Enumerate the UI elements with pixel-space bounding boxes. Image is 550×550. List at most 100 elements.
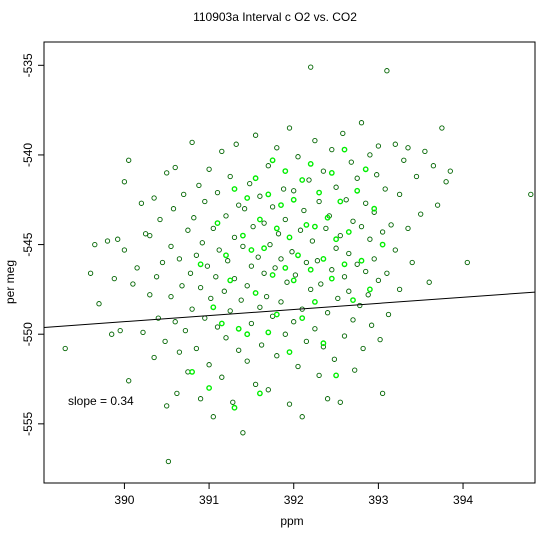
data-point xyxy=(126,378,132,384)
data-point xyxy=(265,387,271,393)
data-point xyxy=(231,234,238,241)
data-point xyxy=(87,270,94,276)
data-point xyxy=(104,238,111,244)
data-point xyxy=(274,145,280,151)
data-point xyxy=(179,283,185,289)
data-point xyxy=(182,327,189,334)
y-tick-label: -535 xyxy=(21,53,35,77)
data-point xyxy=(197,284,204,291)
data-point xyxy=(365,292,371,298)
data-point xyxy=(261,220,267,226)
data-point xyxy=(282,168,289,175)
data-point xyxy=(252,175,259,182)
data-point xyxy=(362,166,369,173)
data-point xyxy=(346,288,352,294)
data-point xyxy=(189,368,196,375)
data-point xyxy=(324,310,331,316)
data-point xyxy=(307,160,314,167)
data-point xyxy=(138,200,145,206)
data-point xyxy=(244,331,251,338)
data-point xyxy=(528,191,534,198)
data-point xyxy=(257,193,263,199)
data-point xyxy=(142,231,149,237)
x-axis-label: ppm xyxy=(280,514,303,528)
data-point xyxy=(62,345,68,352)
data-point xyxy=(233,141,239,147)
data-point xyxy=(292,272,299,278)
data-point xyxy=(282,216,288,223)
data-point xyxy=(392,141,398,147)
data-point xyxy=(329,267,335,273)
data-point xyxy=(258,342,265,348)
data-point xyxy=(367,236,373,242)
data-point xyxy=(275,231,282,237)
x-tick-label: 393 xyxy=(368,493,388,507)
data-points xyxy=(62,64,534,465)
data-point xyxy=(238,297,244,303)
data-point xyxy=(252,132,259,138)
data-point xyxy=(341,146,348,153)
data-point xyxy=(164,170,170,176)
data-point xyxy=(324,396,331,402)
data-point xyxy=(354,261,360,267)
data-point xyxy=(286,234,293,241)
data-point xyxy=(350,218,356,224)
data-point xyxy=(286,349,293,355)
data-point xyxy=(379,229,386,235)
data-point xyxy=(168,243,174,250)
data-point xyxy=(316,189,322,196)
data-point xyxy=(282,331,288,337)
data-point xyxy=(269,157,276,164)
data-point xyxy=(337,198,344,205)
data-point xyxy=(303,221,310,228)
data-point xyxy=(379,390,386,397)
data-point xyxy=(363,200,369,206)
data-point xyxy=(252,290,259,296)
data-point xyxy=(273,225,280,232)
data-point xyxy=(187,270,194,276)
data-point xyxy=(348,159,354,165)
data-point xyxy=(318,281,324,287)
data-point xyxy=(244,358,250,364)
data-point xyxy=(197,261,204,268)
y-tick-label: -545 xyxy=(21,232,35,256)
data-point xyxy=(396,191,403,198)
data-point xyxy=(385,311,392,318)
data-point xyxy=(413,173,420,180)
data-point xyxy=(255,254,261,260)
data-point xyxy=(218,320,225,327)
data-point xyxy=(286,125,293,131)
data-point xyxy=(240,430,246,436)
data-point xyxy=(295,154,301,160)
data-point xyxy=(239,232,246,239)
data-point xyxy=(340,130,346,137)
data-point xyxy=(331,356,338,362)
data-point xyxy=(231,186,238,192)
data-point xyxy=(199,240,205,246)
data-point xyxy=(434,202,441,208)
data-point xyxy=(291,319,297,325)
data-point xyxy=(210,304,217,311)
data-point xyxy=(241,206,248,212)
data-point xyxy=(308,64,314,70)
data-point xyxy=(130,281,136,287)
data-point xyxy=(350,297,356,303)
data-point xyxy=(153,274,160,280)
data-point xyxy=(197,396,204,402)
data-point xyxy=(290,196,297,203)
data-point xyxy=(316,372,322,379)
data-point xyxy=(174,390,180,397)
data-point xyxy=(324,214,331,221)
data-point xyxy=(214,324,221,330)
data-point xyxy=(409,259,415,266)
data-point xyxy=(151,195,157,201)
data-point xyxy=(193,345,200,352)
data-point xyxy=(272,265,278,271)
data-point xyxy=(236,347,242,353)
data-point xyxy=(357,302,363,309)
data-point xyxy=(92,241,98,248)
data-point xyxy=(299,414,305,420)
data-point xyxy=(278,256,284,262)
data-point xyxy=(223,335,229,341)
data-point xyxy=(447,168,453,174)
